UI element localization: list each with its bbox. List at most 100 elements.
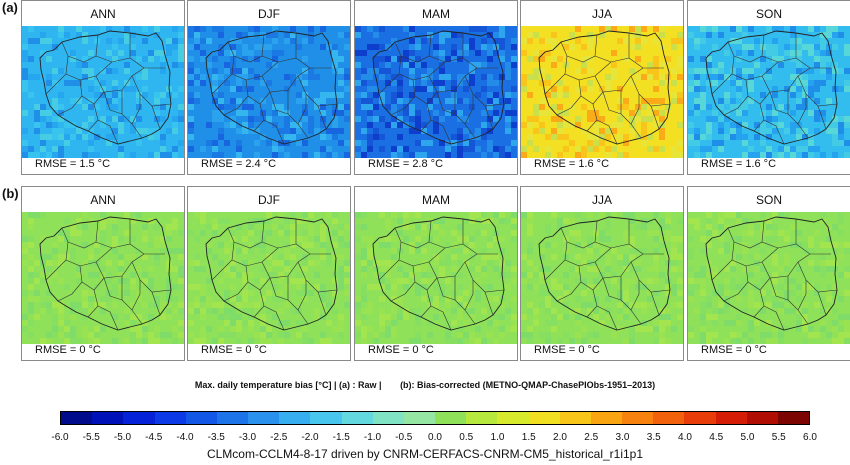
map-panel-b-son: SON RMSE = 0 °C [687,186,850,361]
voivodeship-borders [205,216,338,331]
voivodeship-borders [39,216,172,331]
region-border [269,276,289,301]
row-label-a: (a) [2,0,18,15]
region-border [761,219,797,249]
colorbar-tick-label: -3.5 [207,432,225,443]
region-border [630,261,671,293]
bias-field-noise [188,212,350,344]
bias-map [188,212,350,344]
region-border [400,34,432,63]
season-label: DJF [258,7,280,21]
region-border [817,291,827,316]
region-border [464,123,476,139]
map-panel-a-ann: ANN RMSE = 1.5 °C [21,0,185,175]
footer-model-label: CLMcom-CCLM4-8-17 driven by CNRM-CERFACS… [206,447,644,461]
rmse-label: RMSE = 1.5 °C [35,158,111,170]
region-border [103,276,123,301]
colorbar-swatch [622,412,654,424]
colorbar-tick-label: -4.5 [145,432,163,443]
map-panel-b-jja: JJA RMSE = 0 °C [520,186,684,361]
season-label: JJA [591,193,612,207]
region-border [566,220,598,249]
colorbar-swatch [435,412,467,424]
region-border [454,94,474,125]
region-border [97,119,119,145]
region-border [263,305,285,331]
voivodeship-borders [372,216,505,331]
bias-field-noise [188,26,350,158]
season-label: SON [755,193,782,207]
region-border [131,309,143,325]
region-border [763,119,785,145]
region-border [484,105,494,130]
region-border [151,291,161,316]
rmse-label: RMSE = 0 °C [201,344,267,356]
voivodeship-borders [39,30,172,145]
region-border [131,261,172,293]
colorbar-tick-label: -2.5 [270,432,288,443]
region-border [430,119,452,145]
region-border [620,280,640,311]
region-border [650,105,660,130]
colorbar-swatch [684,412,716,424]
region-border [464,261,505,293]
region-border [594,33,630,63]
region-border [287,94,307,125]
region-border [121,94,141,125]
season-label: MAM [422,7,450,21]
region-border [630,123,642,139]
colorbar-swatch [372,412,404,424]
bias-map [355,26,517,158]
colorbar-swatch [216,412,249,424]
colorbar-swatch [154,412,186,424]
region-border [602,276,622,301]
region-border [436,90,456,115]
rmse-label: RMSE = 0 °C [701,344,767,356]
rmse-label: RMSE = 2.4 °C [201,158,277,170]
caption-part-2: (b): Bias-corrected (METNO-QMAP-ChasePIO… [400,380,656,390]
region-border [297,75,338,107]
colorbar-ticks: -6.0 -5.5 -5.0 -4.5 -4.0 -3.5 -3.0 -2.5 -2.0 -1.5… [51,432,817,444]
region-border [317,291,327,316]
colorbar-tick-label: 4.5 [709,432,724,443]
region-border [233,34,265,63]
region-border [297,123,309,139]
region-border [131,123,143,139]
region-border [67,220,99,249]
rmse-label: RMSE = 0 °C [368,344,434,356]
colorbar-swatch [185,412,217,424]
region-border [103,90,123,115]
colorbar-tick-label: -4.0 [176,432,194,443]
colorbar-swatch [341,412,373,424]
bias-field-noise [22,212,184,344]
colorbar-tick-label: -1.0 [363,432,382,443]
region-border [95,33,131,63]
colorbar-swatch [746,412,778,424]
region-border [733,34,765,63]
map-panel-b-mam: MAM RMSE = 0 °C [354,186,518,361]
region-border [454,280,474,311]
bias-map [688,212,850,344]
rmse-label: RMSE = 0 °C [534,344,600,356]
colorbar-tick-label: -5.0 [113,432,132,443]
colorbar-swatch [590,412,623,424]
map-panel-a-son: SON RMSE = 1.6 °C [687,0,850,175]
region-border [151,105,161,130]
colorbar [60,411,810,425]
season-label: SON [755,7,782,21]
region-border [261,33,297,63]
region-border [566,34,598,63]
region-border [630,309,642,325]
colorbar-swatch [497,412,529,424]
region-border [797,309,809,325]
row-label-b: (b) [2,186,19,201]
region-border [797,123,809,139]
region-border [263,119,285,145]
map-panel-a-jja: JJA RMSE = 1.6 °C [520,0,684,175]
colorbar-swatch [61,412,93,424]
colorbar-swatch [777,412,810,424]
colorbar-tick-label: -2.0 [301,432,319,443]
colorbar-tick-label: 3.0 [615,432,630,443]
map-panel-a-djf: DJF RMSE = 2.4 °C [187,0,351,175]
season-label: DJF [258,193,280,207]
